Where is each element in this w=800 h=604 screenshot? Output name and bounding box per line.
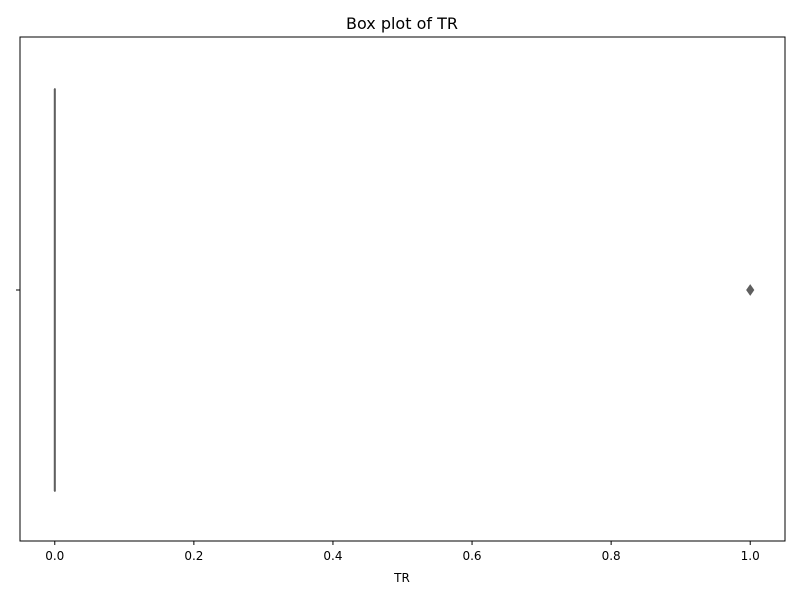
x-axis-label: TR <box>393 571 410 585</box>
chart-title: Box plot of TR <box>346 14 458 33</box>
outlier-point <box>747 285 754 295</box>
x-tick-label: 0.0 <box>45 549 64 563</box>
x-tick-label: 0.2 <box>184 549 203 563</box>
x-tick-label: 0.4 <box>323 549 342 563</box>
x-tick-label: 1.0 <box>741 549 760 563</box>
plot-frame <box>20 37 785 541</box>
x-tick-label: 0.6 <box>462 549 481 563</box>
outlier-group <box>747 285 754 295</box>
x-axis-ticks: 0.0 0.2 0.4 0.6 0.8 1.0 <box>45 541 760 563</box>
x-tick-label: 0.8 <box>602 549 621 563</box>
